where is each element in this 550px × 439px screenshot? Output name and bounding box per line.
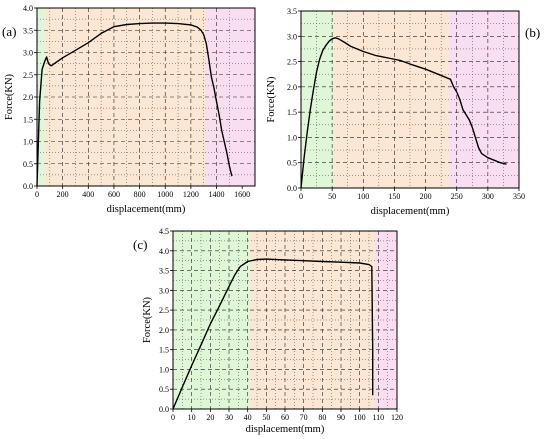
force-displacement-curve [172, 258, 374, 410]
y-tick-label: 1.0 [159, 365, 169, 374]
x-tick-label: 100 [357, 192, 369, 201]
y-tick-label: 0.5 [287, 159, 297, 168]
x-tick-label: 200 [420, 192, 432, 201]
y-tick-label: 3.0 [23, 49, 33, 58]
x-tick-label: 80 [318, 413, 326, 422]
y-axis-ticks: 0.0 0.5 1.0 1.5 2.0 2.5 3.0 3.5 [287, 7, 301, 193]
panel-a: 0 200 400 600 800 1000 1200 1400 1600 0.0 0.5 1.0 1… [2, 4, 256, 215]
y-tick-label: 2.5 [287, 58, 297, 67]
force-displacement-curve [300, 37, 507, 189]
y-axis-label: Force(KN) [4, 73, 15, 120]
y-axis-ticks: 0.0 0.5 1.0 1.5 2.0 2.5 3.0 3.5 4.0 [23, 4, 37, 191]
y-axis-label: Force(KN) [266, 76, 277, 123]
x-axis-label: displacement(mm) [246, 424, 325, 435]
y-tick-label: 2.0 [159, 326, 169, 335]
panel-label: (c) [133, 237, 147, 252]
y-axis-label: Force(KN) [142, 296, 153, 343]
x-tick-label: 350 [513, 192, 525, 201]
x-tick-label: 1200 [183, 190, 199, 199]
x-axis-label: displacement(mm) [371, 206, 450, 217]
y-axis-ticks: 0.0 0.5 1.0 1.5 2.0 2.5 3.0 3.5 4.0 4.5 [159, 227, 173, 414]
y-tick-label: 3.5 [159, 267, 169, 276]
y-tick-label: 4.0 [159, 247, 169, 256]
x-axis-ticks: 0 10 20 30 40 50 60 70 80 90 100 110 120 [171, 409, 403, 422]
grid-lines [301, 11, 519, 188]
x-tick-label: 200 [57, 190, 69, 199]
x-tick-label: 300 [482, 192, 494, 201]
y-tick-label: 1.0 [287, 133, 297, 142]
x-tick-label: 0 [299, 192, 303, 201]
phase-region-3 [374, 231, 397, 409]
y-tick-label: 4.5 [159, 227, 169, 236]
y-tick-label: 0.5 [23, 160, 33, 169]
panel-label: (a) [2, 24, 16, 39]
y-tick-label: 4.0 [23, 4, 33, 13]
x-tick-label: 600 [108, 190, 120, 199]
x-tick-label: 20 [206, 413, 214, 422]
x-tick-label: 100 [354, 413, 366, 422]
x-tick-label: 30 [225, 413, 233, 422]
y-tick-label: 2.0 [287, 83, 297, 92]
phase-region-1 [301, 11, 334, 188]
y-tick-label: 3.5 [287, 7, 297, 16]
x-tick-label: 1400 [209, 190, 225, 199]
x-tick-label: 110 [372, 413, 384, 422]
y-tick-label: 1.0 [23, 138, 33, 147]
x-tick-label: 400 [82, 190, 94, 199]
x-tick-label: 800 [134, 190, 146, 199]
panel-c: 0 10 20 30 40 50 60 70 80 90 100 110 120 0.0 0.5 1.0 1.… [133, 227, 403, 435]
x-tick-label: 1000 [157, 190, 173, 199]
y-tick-label: 2.5 [159, 306, 169, 315]
x-tick-label: 90 [337, 413, 345, 422]
force-displacement-curve [36, 22, 233, 187]
phase-region-2 [249, 231, 375, 409]
x-tick-label: 120 [391, 413, 403, 422]
x-tick-label: 0 [35, 190, 39, 199]
plot-frame [300, 10, 520, 189]
y-tick-label: 1.5 [287, 108, 297, 117]
y-tick-label: 3.0 [159, 286, 169, 295]
x-tick-label: 50 [328, 192, 336, 201]
y-tick-label: 3.5 [23, 26, 33, 35]
panel-b: 0 50 100 150 200 250 300 350 0.0 0.5 1.0 1.5 2.0 2.5… [266, 7, 540, 217]
y-tick-label: 0.0 [287, 184, 297, 193]
y-tick-label: 0.0 [159, 405, 169, 414]
x-tick-label: 40 [244, 413, 252, 422]
x-axis-label: displacement(mm) [107, 204, 186, 215]
x-axis-ticks: 0 50 100 150 200 250 300 350 [299, 188, 525, 201]
x-tick-label: 250 [451, 192, 463, 201]
series-line-1 [36, 22, 233, 187]
x-tick-label: 10 [188, 413, 196, 422]
y-tick-label: 0.0 [23, 182, 33, 191]
y-tick-label: 3.0 [287, 32, 297, 41]
x-tick-label: 150 [388, 192, 400, 201]
x-tick-label: 1600 [234, 190, 250, 199]
y-tick-label: 1.5 [159, 346, 169, 355]
grid-lines [173, 231, 397, 409]
series-line-1 [300, 37, 507, 189]
x-tick-label: 0 [171, 413, 175, 422]
y-tick-label: 2.0 [23, 93, 33, 102]
x-tick-label: 70 [300, 413, 308, 422]
grid-lines [37, 8, 255, 186]
y-tick-label: 0.5 [159, 385, 169, 394]
x-tick-label: 50 [262, 413, 270, 422]
panel-label: (b) [525, 25, 540, 40]
x-tick-label: 60 [281, 413, 289, 422]
x-axis-ticks: 0 200 400 600 800 1000 1200 1400 1600 [35, 186, 250, 199]
y-tick-label: 2.5 [23, 71, 33, 80]
y-tick-label: 1.5 [23, 115, 33, 124]
series-line-1 [172, 258, 374, 410]
